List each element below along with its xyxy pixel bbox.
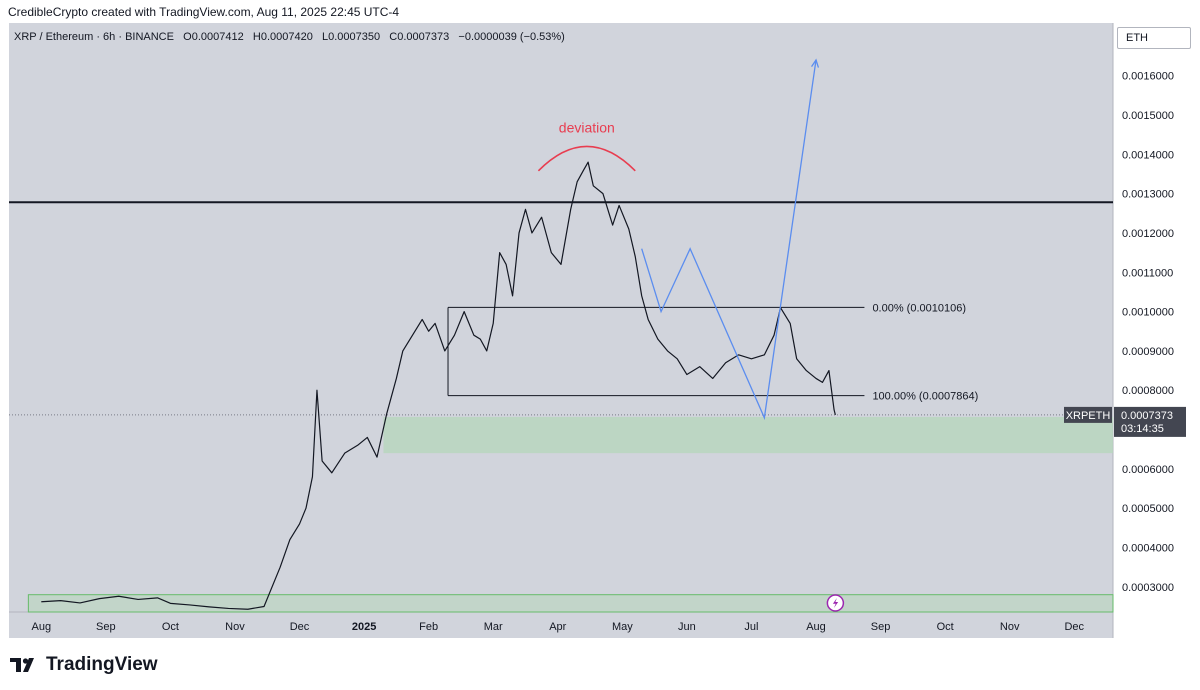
x-tick-label: Jun	[678, 621, 696, 633]
y-tick-label: 0.0006000	[1122, 464, 1174, 476]
credit-line: CredibleCrypto created with TradingView.…	[8, 5, 400, 19]
y-tick-label: 0.0004000	[1122, 543, 1174, 555]
x-tick-label: Oct	[937, 621, 954, 633]
legend-low-value: 0.0007350	[328, 31, 381, 43]
y-tick-label: 0.0015000	[1122, 110, 1174, 122]
bolt-glyph	[832, 598, 839, 608]
fib-level-label: 100.00% (0.0007864)	[872, 391, 978, 403]
y-tick-label: 0.0005000	[1122, 503, 1174, 515]
x-tick-label: Mar	[484, 621, 503, 633]
legend-open-value: 0.0007412	[191, 31, 244, 43]
x-tick-label: Aug	[31, 621, 51, 633]
symbol-tag-text: XRPETH	[1066, 410, 1111, 422]
projection-arrowhead	[811, 58, 820, 68]
x-tick-label: Nov	[225, 621, 245, 633]
y-tick-label: 0.0003000	[1122, 582, 1174, 594]
y-tick-label: 0.0013000	[1122, 189, 1174, 201]
y-tick-label: 0.0016000	[1122, 71, 1174, 83]
legend-title[interactable]: XRP / Ethereum · 6h · BINANCE	[14, 31, 174, 43]
legend-low-label: L	[322, 31, 329, 43]
projection-path[interactable]	[641, 59, 817, 421]
x-tick-label: Oct	[162, 621, 179, 633]
x-tick-label: Jul	[744, 621, 758, 633]
y-tick-label: 0.0011000	[1122, 267, 1173, 279]
tradingview-logo-icon	[10, 658, 34, 672]
x-tick-label: Dec	[290, 621, 310, 633]
symbol-legend: XRP / Ethereum · 6h · BINANCE O0.0007412…	[14, 31, 565, 43]
x-tick-label: Sep	[871, 621, 891, 633]
legend-open-label: O	[183, 31, 192, 43]
y-tick-label: 0.0014000	[1122, 149, 1174, 161]
x-tick-label: May	[612, 621, 633, 633]
time-axis-bg[interactable]	[9, 612, 1113, 638]
x-tick-label: Nov	[1000, 621, 1020, 633]
x-tick-label: Feb	[419, 621, 438, 633]
fib-level-label: 0.00% (0.0010106)	[872, 302, 966, 314]
tradingview-logo-text: TradingView	[46, 654, 158, 675]
x-tick-label: Dec	[1064, 621, 1084, 633]
legend-high-label: H	[252, 31, 261, 43]
plot-area[interactable]	[9, 23, 1113, 612]
price-series-line[interactable]	[41, 161, 836, 610]
tradingview-logo[interactable]: TradingView	[10, 654, 158, 676]
x-tick-label: 2025	[352, 621, 376, 633]
lower-zone[interactable]	[27, 594, 1114, 613]
y-tick-label: 0.0010000	[1122, 307, 1174, 319]
deviation-arc[interactable]	[537, 145, 636, 172]
legend-change: −0.0000039 (−0.53%)	[458, 31, 565, 43]
last-price-tag	[1114, 406, 1186, 437]
y-tick-label: 0.0008000	[1122, 385, 1174, 397]
legend-close-value: 0.0007373	[397, 31, 450, 43]
deviation-label: deviation	[559, 119, 615, 135]
y-tick-label: 0.0009000	[1122, 346, 1174, 358]
currency-button[interactable]: ETH	[1117, 27, 1191, 49]
legend-high-value: 0.0007420	[260, 31, 313, 43]
countdown-label: 03:14:35	[1121, 423, 1164, 435]
x-tick-label: Apr	[549, 621, 566, 633]
symbol-tag	[1064, 406, 1112, 423]
price-axis-bg[interactable]	[1113, 23, 1198, 638]
legend-close-label: C	[389, 31, 398, 43]
support-zone[interactable]	[383, 416, 1113, 454]
x-tick-label: Aug	[806, 621, 826, 633]
x-tick-label: Sep	[96, 621, 116, 633]
last-price-value: 0.0007373	[1121, 410, 1173, 422]
y-tick-label: 0.0012000	[1122, 228, 1174, 240]
